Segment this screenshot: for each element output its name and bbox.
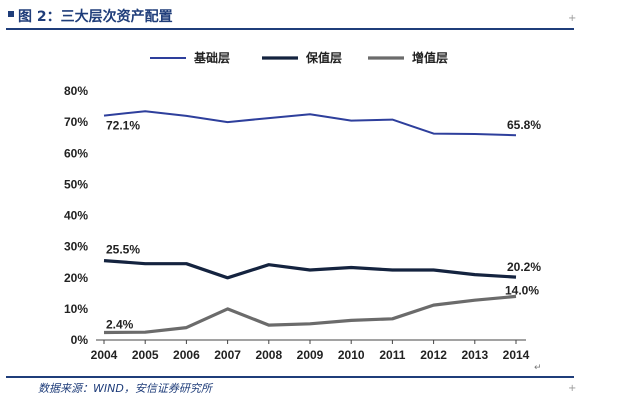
figure-title: 图 2：三大层次资产配置 <box>18 9 173 25</box>
data-label: 14.0% <box>505 283 539 297</box>
y-tick-label: 30% <box>64 240 88 254</box>
series-lines <box>103 110 517 335</box>
corner-mark-icon: + <box>568 383 577 394</box>
x-tick-label: 2011 <box>379 348 405 362</box>
y-tick-label: 80% <box>64 84 88 98</box>
source-divider <box>6 376 574 378</box>
x-tick-label: 2009 <box>297 348 324 362</box>
x-tick-label: 2008 <box>255 348 282 362</box>
y-tick-label: 40% <box>64 209 88 223</box>
x-tick-label: 2004 <box>91 348 118 362</box>
title-bullet-icon <box>8 11 14 17</box>
legend-label: 基础层 <box>193 50 230 65</box>
x-tick-label: 2005 <box>132 348 159 362</box>
y-tick-label: 70% <box>64 115 88 129</box>
chart-legend: 基础层 保值层 增值层 <box>150 50 448 65</box>
source-note: 数据来源：WIND，安信证券研究所 <box>38 382 212 395</box>
y-axis-ticks: 0% 10% 20% 30% 40% 50% 60% 70% 80% <box>64 84 88 347</box>
data-label: 65.8% <box>507 118 541 132</box>
data-labels: 72.1% 65.8% 25.5% 20.2% 2.4% 14.0% <box>106 118 541 331</box>
data-label: 72.1% <box>106 119 140 133</box>
series-line-2 <box>103 294 517 335</box>
x-tick-label: 2010 <box>338 348 365 362</box>
data-label: 20.2% <box>507 260 541 274</box>
figure-title-bar: 图 2：三大层次资产配置 <box>6 4 574 30</box>
y-tick-label: 50% <box>64 177 88 191</box>
x-tick-label: 2013 <box>461 348 488 362</box>
series-line-0 <box>103 110 517 137</box>
data-label: 25.5% <box>106 243 140 257</box>
paragraph-mark-icon: ↵ <box>534 363 542 373</box>
x-tick-label: 2006 <box>173 348 200 362</box>
corner-mark-icon: + <box>568 13 577 24</box>
x-axis-ticks: 2004 2005 2006 2007 2008 2009 2010 2011 2012 2013… <box>91 340 530 362</box>
x-tick-label: 2014 <box>503 348 530 362</box>
y-tick-label: 0% <box>71 333 89 347</box>
series-line-1 <box>103 259 517 280</box>
legend-label: 增值层 <box>412 50 448 65</box>
legend-label: 保值层 <box>305 50 342 65</box>
x-tick-label: 2012 <box>420 348 447 362</box>
y-tick-label: 20% <box>64 271 88 285</box>
data-label: 2.4% <box>106 318 134 332</box>
y-tick-label: 10% <box>64 302 88 316</box>
y-tick-label: 60% <box>64 146 88 160</box>
x-tick-label: 2007 <box>214 348 241 362</box>
